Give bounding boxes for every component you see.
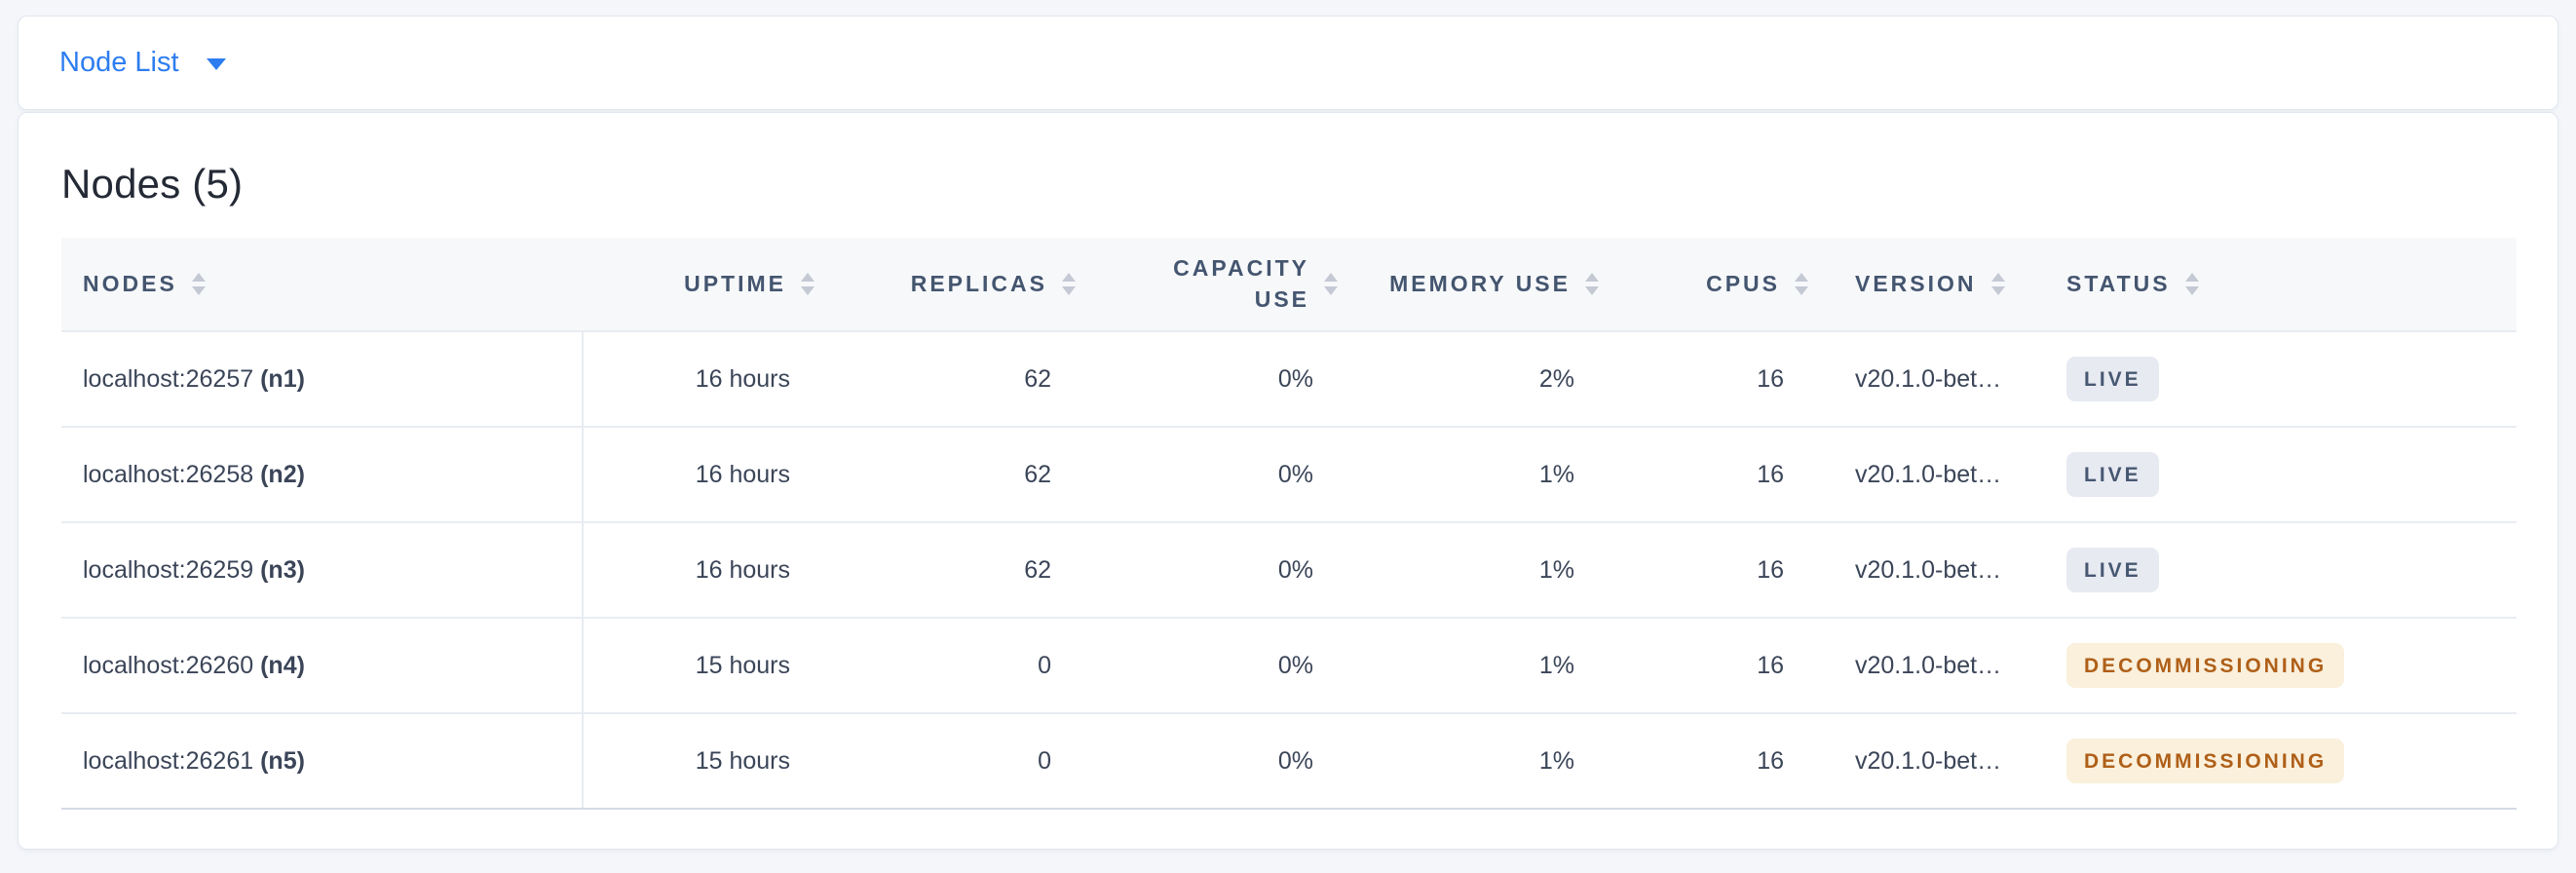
- cpus-cell: 16: [1607, 522, 1816, 619]
- column-label: CPUS: [1706, 270, 1780, 296]
- node-id: (n5): [260, 746, 305, 775]
- sort-arrows-icon[interactable]: [1062, 272, 1076, 295]
- status-cell: LIVE: [2047, 427, 2517, 523]
- memory-use-cell: 1%: [1345, 427, 1607, 523]
- uptime-cell: 16 hours: [583, 427, 822, 523]
- version-cell: v20.1.0-bet…: [1816, 522, 2047, 619]
- sort-arrows-icon[interactable]: [1795, 272, 1808, 295]
- capacity-use-cell: 0%: [1083, 713, 1345, 810]
- node-id: (n1): [260, 364, 305, 393]
- status-badge: LIVE: [2066, 548, 2159, 592]
- node-list-dropdown-label: Node List: [59, 47, 179, 78]
- column-label: VERSION: [1855, 270, 1977, 296]
- status-badge: LIVE: [2066, 452, 2159, 497]
- node-list-dropdown[interactable]: Node List: [59, 49, 226, 77]
- column-label: REPLICAS: [910, 270, 1047, 296]
- version-cell: v20.1.0-bet…: [1816, 713, 2047, 810]
- page-title: Nodes (5): [61, 161, 244, 207]
- memory-use-cell: 1%: [1345, 618, 1607, 714]
- sort-arrows-icon[interactable]: [1990, 272, 2005, 295]
- column-label: MEMORY USE: [1389, 270, 1571, 296]
- uptime-cell: 15 hours: [583, 618, 822, 714]
- version-cell: v20.1.0-bet…: [1816, 427, 2047, 523]
- table-row-node-4[interactable]: localhost:26260 (n4) 15 hours 0 0% 1% 16…: [61, 618, 2517, 714]
- table-row-node-5[interactable]: localhost:26261 (n5) 15 hours 0 0% 1% 16…: [61, 713, 2517, 810]
- memory-use-cell: 2%: [1345, 331, 1607, 428]
- node-id: (n4): [260, 651, 305, 679]
- capacity-use-cell: 0%: [1083, 522, 1345, 619]
- replicas-cell: 62: [822, 427, 1083, 523]
- replicas-cell: 0: [822, 618, 1083, 714]
- replicas-cell: 0: [822, 713, 1083, 810]
- sort-arrows-icon[interactable]: [1324, 273, 1338, 295]
- status-badge: LIVE: [2066, 357, 2159, 401]
- table-row-node-1[interactable]: localhost:26257 (n1) 16 hours 62 0% 2% 1…: [61, 331, 2517, 428]
- column-label: STATUS: [2066, 270, 2171, 296]
- node-address-cell: localhost:26258 (n2): [61, 427, 584, 523]
- status-cell: DECOMMISSIONING: [2047, 713, 2517, 810]
- column-header-nodes[interactable]: NODES: [61, 238, 583, 332]
- node-address: localhost:26259: [83, 555, 254, 584]
- cpus-cell: 16: [1607, 618, 1816, 714]
- column-header-memory-use[interactable]: MEMORY USE: [1345, 238, 1607, 332]
- sort-arrows-icon[interactable]: [1585, 272, 1599, 295]
- status-badge: DECOMMISSIONING: [2066, 739, 2345, 783]
- sort-arrows-icon[interactable]: [191, 272, 206, 295]
- node-address: localhost:26258: [83, 460, 254, 488]
- column-header-capacity-use[interactable]: CAPACITY USE: [1083, 238, 1345, 332]
- column-header-version[interactable]: VERSION: [1816, 238, 2047, 332]
- column-header-uptime[interactable]: UPTIME: [583, 238, 822, 332]
- node-address-cell: localhost:26259 (n3): [61, 522, 584, 619]
- sort-arrows-icon[interactable]: [801, 272, 814, 295]
- capacity-use-cell: 0%: [1083, 427, 1345, 523]
- caret-down-icon: [206, 58, 226, 70]
- column-header-status[interactable]: STATUS: [2047, 238, 2517, 332]
- column-label: NODES: [83, 270, 177, 296]
- replicas-cell: 62: [822, 331, 1083, 428]
- status-cell: LIVE: [2047, 522, 2517, 619]
- sort-arrows-icon[interactable]: [2184, 272, 2199, 295]
- node-address-cell: localhost:26261 (n5): [61, 713, 584, 810]
- column-label: UPTIME: [684, 270, 786, 296]
- cpus-cell: 16: [1607, 427, 1816, 523]
- column-label: CAPACITY USE: [1173, 255, 1309, 312]
- status-cell: DECOMMISSIONING: [2047, 618, 2517, 714]
- node-address: localhost:26257: [83, 364, 254, 393]
- version-cell: v20.1.0-bet…: [1816, 618, 2047, 714]
- nodes-table: NODES UPTIME REPLICAS: [61, 238, 2517, 810]
- cpus-cell: 16: [1607, 713, 1816, 810]
- table-row-node-2[interactable]: localhost:26258 (n2) 16 hours 62 0% 1% 1…: [61, 427, 2517, 523]
- table-header: NODES UPTIME REPLICAS: [61, 238, 2517, 332]
- column-header-cpus[interactable]: CPUS: [1607, 238, 1816, 332]
- uptime-cell: 15 hours: [583, 713, 822, 810]
- cpus-cell: 16: [1607, 331, 1816, 428]
- node-address-cell: localhost:26257 (n1): [61, 331, 584, 428]
- node-id: (n2): [260, 460, 305, 488]
- capacity-use-cell: 0%: [1083, 618, 1345, 714]
- status-cell: LIVE: [2047, 331, 2517, 428]
- nodes-card: Nodes (5) NODES UPTIME: [18, 112, 2558, 850]
- uptime-cell: 16 hours: [583, 522, 822, 619]
- column-header-replicas[interactable]: REPLICAS: [822, 238, 1083, 332]
- node-id: (n3): [260, 555, 305, 584]
- memory-use-cell: 1%: [1345, 522, 1607, 619]
- uptime-cell: 16 hours: [583, 331, 822, 428]
- capacity-use-cell: 0%: [1083, 331, 1345, 428]
- node-address-cell: localhost:26260 (n4): [61, 618, 584, 714]
- version-cell: v20.1.0-bet…: [1816, 331, 2047, 428]
- memory-use-cell: 1%: [1345, 713, 1607, 810]
- node-address: localhost:26261: [83, 746, 254, 775]
- node-address: localhost:26260: [83, 651, 254, 679]
- table-row-node-3[interactable]: localhost:26259 (n3) 16 hours 62 0% 1% 1…: [61, 522, 2517, 619]
- status-badge: DECOMMISSIONING: [2066, 643, 2345, 688]
- view-selector-bar: Node List: [18, 16, 2558, 110]
- replicas-cell: 62: [822, 522, 1083, 619]
